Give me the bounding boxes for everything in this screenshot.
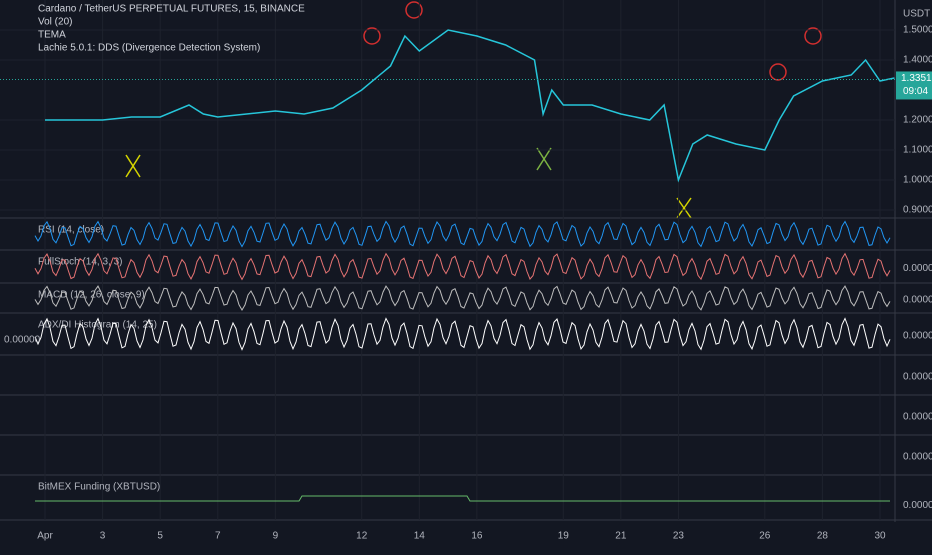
indicator-line [34, 285, 891, 311]
y-tick-label: 1.40000 [903, 55, 932, 66]
pane-axis-label: 0.00000 [903, 263, 932, 274]
pane-axis-label: 0.00000 [903, 295, 932, 306]
x-tick-label: 14 [414, 531, 426, 542]
indicator-line [35, 495, 890, 502]
price-line [45, 29, 895, 183]
last-price-label: 1.33515 [901, 73, 932, 84]
x-tick-label: 30 [874, 531, 886, 542]
x-tick-label: 7 [215, 531, 221, 542]
x-markers [125, 147, 692, 219]
legend-line: TEMA [38, 30, 66, 41]
pane-axis-label: 0.00000 [903, 372, 932, 383]
x-tick-label: 28 [817, 531, 829, 542]
pane-axis-label: 0.00000 [4, 335, 41, 346]
pane-label: RSI (14, close) [38, 225, 104, 236]
pane-axis-label: 0.00000 [903, 412, 932, 423]
last-price-box [896, 71, 932, 100]
pane-axis-label: 0.0000 [903, 500, 932, 511]
x-tick-label: 9 [273, 531, 279, 542]
x-tick-label: 5 [157, 531, 163, 542]
x-tick-label: 19 [558, 531, 570, 542]
indicator-line [34, 317, 891, 351]
pane-label: BitMEX Funding (XBTUSD) [38, 482, 160, 493]
indicator-line [34, 220, 891, 248]
x-tick-label: 26 [759, 531, 771, 542]
y-tick-label: 1.10000 [903, 145, 932, 156]
y-tick-label: 1.00000 [903, 175, 932, 186]
x-tick-label: 12 [356, 531, 368, 542]
legend-line: Cardano / TetherUS PERPETUAL FUTURES, 15… [38, 4, 305, 15]
legend-line: Vol (20) [38, 17, 72, 28]
legend-line: Lachie 5.0.1: DDS (Divergence Detection … [38, 43, 260, 54]
pane-axis-label: 0.00000 [903, 331, 932, 342]
x-tick-label: 23 [673, 531, 685, 542]
pane-label: FullStoch (14, 3, 3) [38, 257, 122, 268]
y-tick-label: 1.20000 [903, 115, 932, 126]
pane-label: ADX/DI Histogram (14, 25) [38, 320, 157, 331]
x-tick-label: 21 [615, 531, 627, 542]
y-tick-label: 0.90000 [903, 205, 932, 216]
x-tick-label: 16 [471, 531, 483, 542]
snowflake-markers [363, 1, 822, 81]
indicator-line [34, 252, 891, 281]
pane-axis-label: 0.00000 [903, 452, 932, 463]
x-tick-label: Apr [37, 531, 53, 542]
unit-label: USDT [903, 9, 930, 20]
x-tick-label: 3 [100, 531, 106, 542]
pane-label: MACD (12, 26, close, 9) [38, 290, 145, 301]
countdown: 09:04 [903, 86, 928, 97]
y-tick-label: 1.50000 [903, 25, 932, 36]
